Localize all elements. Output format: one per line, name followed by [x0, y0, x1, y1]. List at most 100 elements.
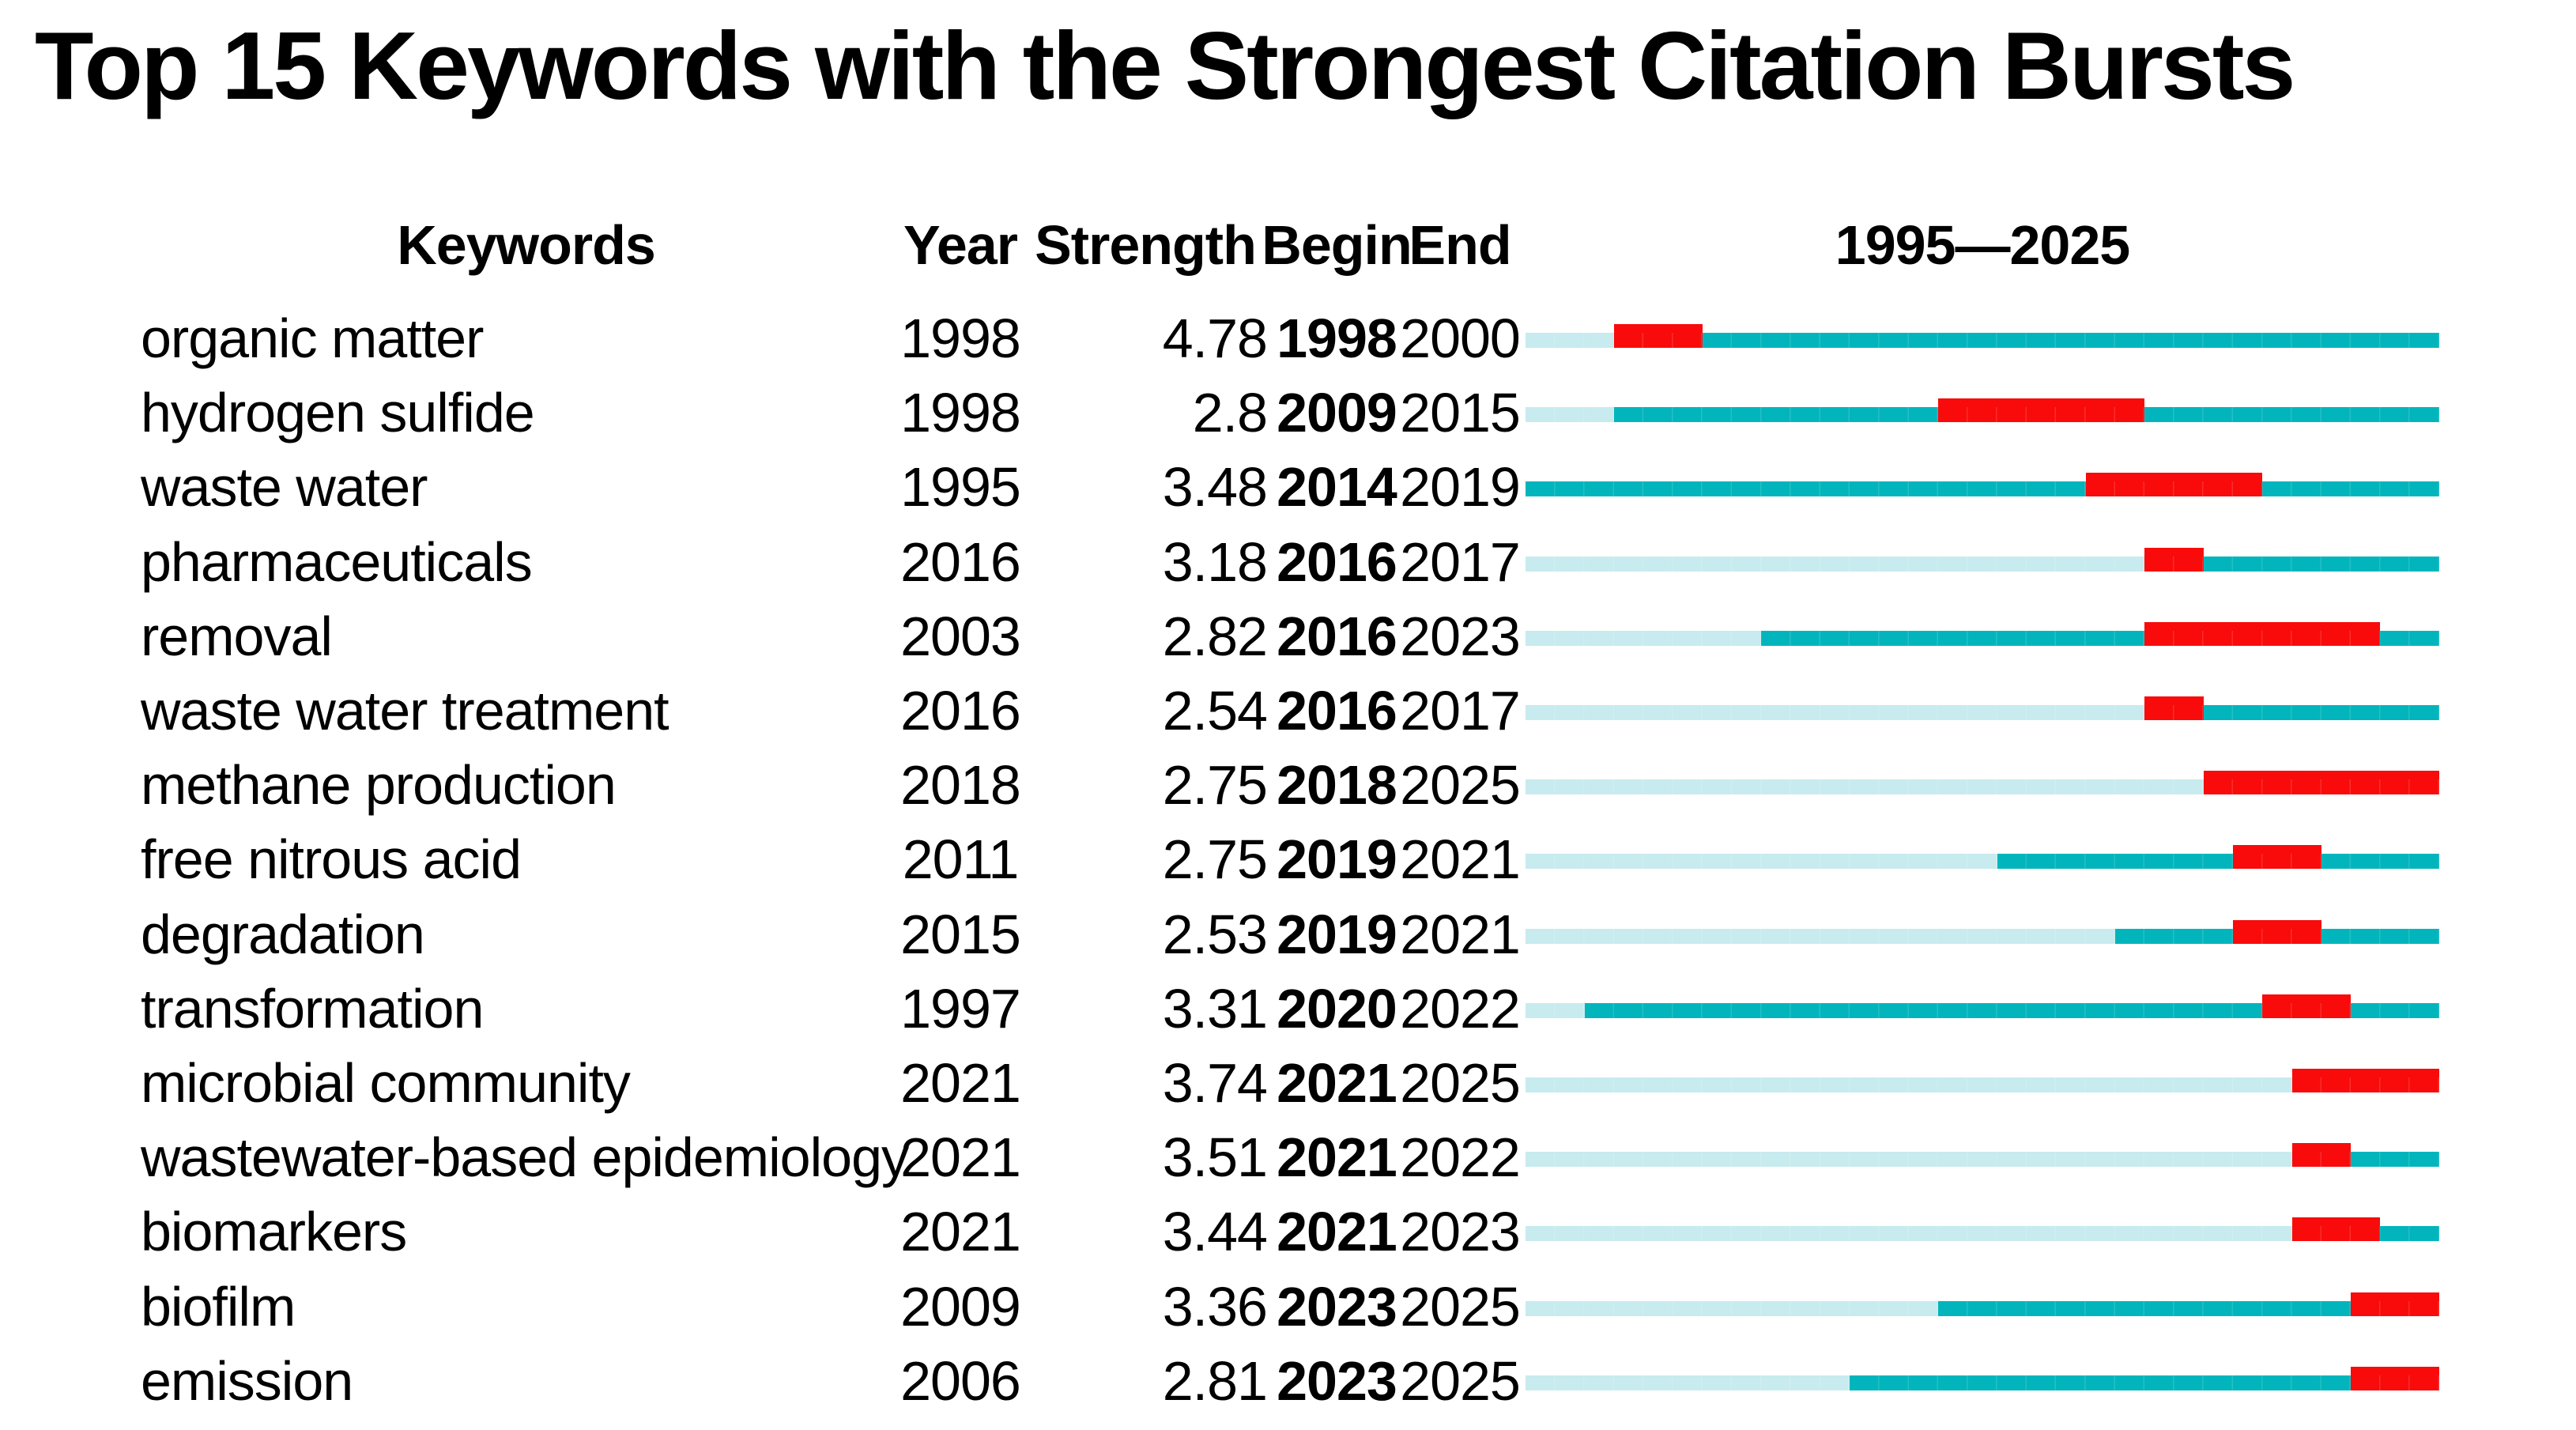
timeline-bar: [1526, 748, 2439, 822]
keyword-label: wastewater-based epidemiology: [141, 1126, 909, 1189]
burst-segment: [1613, 324, 1703, 348]
begin-value: 2018: [1277, 754, 1397, 817]
year-tick-grid: [1526, 556, 2439, 572]
end-value: 2022: [1400, 977, 1521, 1039]
strength-value: 2.75: [1162, 828, 1268, 891]
burst-segment: [2085, 473, 2263, 497]
year-tick-grid: [1526, 705, 2439, 720]
year-tick-grid: [1526, 1152, 2439, 1168]
begin-value: 1998: [1277, 308, 1397, 369]
active-segment: [2114, 928, 2233, 944]
active-segment: [1850, 1375, 2352, 1390]
table-row: degradation 2015 2.53 2019 2021: [0, 897, 2576, 972]
table-row: waste water 1995 3.48 2014 2019: [0, 450, 2576, 524]
end-value: 2025: [1400, 1349, 1521, 1412]
pre-appearance-segment: [1526, 407, 1614, 423]
timeline-bar: [1526, 1046, 2439, 1120]
strength-value: 3.74: [1162, 1052, 1268, 1114]
table-row: pharmaceuticals 2016 3.18 2016 2017: [0, 525, 2576, 599]
begin-value: 2021: [1277, 1201, 1397, 1263]
end-value: 2023: [1400, 605, 1521, 667]
keyword-label: methane production: [141, 754, 617, 817]
active-segment: [2380, 630, 2439, 646]
table-row: methane production 2018 2.75 2018 2025: [0, 748, 2576, 822]
table-row: biomarkers 2021 3.44 2021 2023: [0, 1194, 2576, 1269]
active-segment: [2262, 481, 2439, 497]
pre-appearance-segment: [1526, 779, 2204, 795]
timeline-bar: [1526, 301, 2439, 375]
active-segment: [2203, 705, 2439, 720]
year-tick-grid: [1526, 779, 2439, 795]
strength-value: 2.75: [1162, 754, 1268, 817]
strength-value: 2.53: [1162, 903, 1268, 965]
year-value: 2016: [900, 680, 1021, 741]
end-value: 2022: [1400, 1126, 1521, 1189]
year-tick-grid: [1526, 1077, 2439, 1092]
end-value: 2025: [1400, 754, 1521, 817]
strength-value: 3.36: [1162, 1275, 1268, 1338]
year-tick-grid: [1526, 1300, 2439, 1316]
strength-value: 3.31: [1162, 977, 1268, 1039]
year-tick-grid: [1526, 407, 2439, 423]
burst-segment: [2144, 696, 2204, 720]
column-header-year: Year: [903, 214, 1018, 276]
end-value: 2017: [1400, 530, 1521, 593]
year-value: 2006: [900, 1349, 1021, 1412]
burst-segment: [2144, 621, 2381, 646]
begin-value: 2014: [1277, 456, 1397, 519]
keyword-label: microbial community: [141, 1052, 631, 1114]
table-row: transformation 1997 3.31 2020 2022: [0, 972, 2576, 1046]
pre-appearance-segment: [1526, 854, 1997, 870]
begin-value: 2016: [1277, 530, 1397, 593]
pre-appearance-segment: [1526, 333, 1614, 348]
table-row: hydrogen sulfide 1998 2.8 2009 2015: [0, 375, 2576, 450]
end-value: 2023: [1400, 1201, 1521, 1263]
year-value: 2009: [900, 1275, 1021, 1338]
burst-segment: [2291, 1069, 2439, 1092]
column-header-keywords: Keywords: [397, 214, 656, 276]
pre-appearance-segment: [1526, 1152, 2292, 1168]
year-tick-grid: [1526, 1375, 2439, 1390]
burst-segment: [2351, 1292, 2439, 1316]
table-row: wastewater-based epidemiology 2021 3.51 …: [0, 1120, 2576, 1194]
end-value: 2000: [1400, 308, 1521, 369]
year-tick-grid: [1526, 1226, 2439, 1242]
begin-value: 2016: [1277, 605, 1397, 667]
year-tick-grid: [1526, 630, 2439, 646]
burst-segment: [2144, 547, 2204, 572]
year-value: 2016: [900, 530, 1021, 593]
burst-segment: [2262, 994, 2352, 1018]
year-value: 2021: [900, 1126, 1021, 1189]
active-segment: [1584, 1002, 2263, 1018]
burst-segment: [1938, 398, 2145, 423]
year-tick-grid: [1526, 928, 2439, 944]
year-tick-grid: [1526, 854, 2439, 870]
strength-value: 2.81: [1162, 1349, 1268, 1412]
end-value: 2021: [1400, 903, 1521, 965]
keyword-label: removal: [141, 605, 333, 667]
table-row: free nitrous acid 2011 2.75 2019 2021: [0, 822, 2576, 896]
pre-appearance-segment: [1526, 705, 2145, 720]
keyword-label: hydrogen sulfide: [141, 382, 535, 444]
begin-value: 2021: [1277, 1052, 1397, 1114]
burst-segment: [2291, 1217, 2381, 1242]
strength-value: 3.44: [1162, 1201, 1268, 1263]
table-row: removal 2003 2.82 2016 2023: [0, 599, 2576, 673]
keyword-label: waste water treatment: [141, 680, 669, 741]
pre-appearance-segment: [1526, 1077, 2292, 1092]
keyword-label: biofilm: [141, 1275, 296, 1338]
year-value: 2021: [900, 1052, 1021, 1114]
column-header-begin: Begin: [1262, 214, 1412, 276]
page-title: Top 15 Keywords with the Strongest Citat…: [35, 12, 2295, 119]
keyword-label: degradation: [141, 903, 425, 965]
begin-value: 2023: [1277, 1275, 1397, 1338]
timeline-bar: [1526, 599, 2439, 673]
keyword-label: emission: [141, 1349, 353, 1412]
year-value: 1998: [900, 382, 1021, 444]
timeline-bar: [1526, 1120, 2439, 1194]
active-segment: [1938, 1300, 2352, 1316]
burst-segment: [2203, 771, 2439, 795]
timeline-bar: [1526, 1270, 2439, 1344]
year-value: 1998: [900, 308, 1021, 369]
year-value: 2003: [900, 605, 1021, 667]
